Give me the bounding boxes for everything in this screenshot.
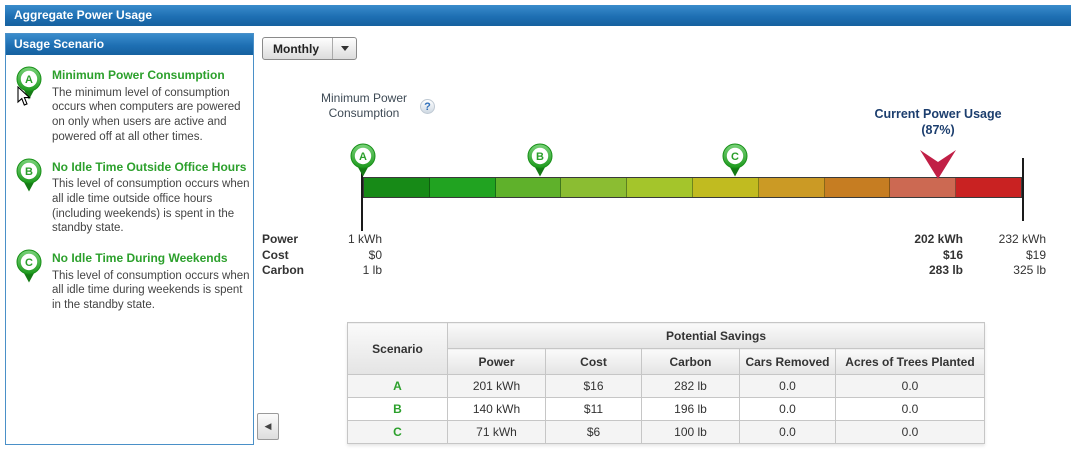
scenario-b-pin-icon: B (15, 158, 43, 237)
svg-text:A: A (359, 151, 367, 163)
metric-current-values: 202 kWh $16 283 lb (914, 232, 963, 277)
svg-text:C: C (25, 257, 33, 269)
col-header-power: Power (447, 348, 546, 375)
collapse-left-icon: ◀ (264, 421, 272, 431)
scenario-c-pin-icon: C (15, 249, 43, 313)
scenario-a-description: The minimum level of consumption occurs … (52, 86, 241, 143)
table-row-b: B 140 kWh $11 196 lb 0.0 0.0 (347, 397, 985, 421)
svg-text:A: A (25, 74, 33, 86)
gauge-min-tick (361, 168, 363, 231)
col-header-cars-removed: Cars Removed (739, 348, 836, 375)
col-header-scenario: Scenario (347, 322, 448, 375)
current-usage-label: Current Power Usage (87%) (874, 107, 1002, 137)
gauge-marker-b[interactable]: B (526, 143, 554, 178)
gauge-segment (890, 178, 957, 197)
collapse-sidebar-button[interactable]: ◀ (257, 413, 279, 440)
gauge-segment (429, 178, 496, 197)
gauge-segment (561, 178, 628, 197)
metric-min-values: 1 kWh $0 1 lb (347, 232, 382, 277)
svg-text:B: B (536, 151, 544, 163)
col-header-cost: Cost (545, 348, 642, 375)
power-usage-gauge (363, 177, 1022, 198)
svg-text:B: B (25, 166, 33, 178)
scenario-b-description: This level of consumption occurs when al… (52, 178, 250, 235)
usage-scenario-list: A Minimum Power Consumption The minimum … (6, 55, 253, 313)
col-header-acres-trees: Acres of Trees Planted (835, 348, 985, 375)
scenario-item-a[interactable]: A Minimum Power Consumption The minimum … (15, 66, 244, 145)
usage-scenario-title: Usage Scenario (14, 37, 105, 51)
gauge-marker-c[interactable]: C (721, 143, 749, 178)
gauge-max-tick (1022, 158, 1024, 221)
usage-scenario-header: Usage Scenario (6, 34, 253, 55)
mouse-cursor-icon (17, 85, 32, 112)
scenario-a-pin-icon: A (15, 66, 43, 145)
gauge-segment (824, 178, 891, 197)
page-header: Aggregate Power Usage (5, 5, 1071, 26)
page-title: Aggregate Power Usage (14, 8, 153, 22)
gauge-segment (956, 178, 1021, 197)
col-header-carbon: Carbon (641, 348, 740, 375)
potential-savings-table: Scenario Potential Savings Power Cost Ca… (347, 322, 985, 444)
scenario-c-description: This level of consumption occurs when al… (52, 269, 250, 312)
scenario-a-title: Minimum Power Consumption (52, 68, 225, 82)
gauge-segment (692, 178, 759, 197)
metric-max-values: 232 kWh $19 325 lb (998, 232, 1046, 277)
minimum-consumption-label: Minimum Power Consumption (320, 91, 407, 120)
svg-text:C: C (731, 151, 739, 163)
period-dropdown[interactable]: Monthly (262, 37, 357, 60)
group-header-potential-savings: Potential Savings (447, 322, 985, 349)
help-icon[interactable]: ? (420, 99, 435, 114)
scenario-b-title: No Idle Time Outside Office Hours (52, 159, 247, 174)
scenario-c-title: No Idle Time During Weekends (52, 251, 228, 265)
scenario-item-c[interactable]: C No Idle Time During Weekends This leve… (15, 249, 250, 313)
chevron-down-icon[interactable] (332, 38, 356, 59)
table-row-a: A 201 kWh $16 282 lb 0.0 0.0 (347, 374, 985, 398)
gauge-segment (364, 178, 430, 197)
period-dropdown-value: Monthly (273, 41, 319, 56)
gauge-segment (758, 178, 825, 197)
scenario-item-b[interactable]: B No Idle Time Outside Office Hours This… (15, 158, 250, 237)
current-usage-arrow-icon (919, 149, 957, 180)
table-row-c: C 71 kWh $6 100 lb 0.0 0.0 (347, 420, 985, 444)
metric-labels: Power Cost Carbon (262, 232, 304, 277)
gauge-marker-a[interactable]: A (349, 143, 377, 178)
gauge-segment (627, 178, 693, 197)
usage-scenario-panel: Usage Scenario A Minimum Power Consumpti… (5, 33, 254, 445)
gauge-segment (495, 178, 562, 197)
